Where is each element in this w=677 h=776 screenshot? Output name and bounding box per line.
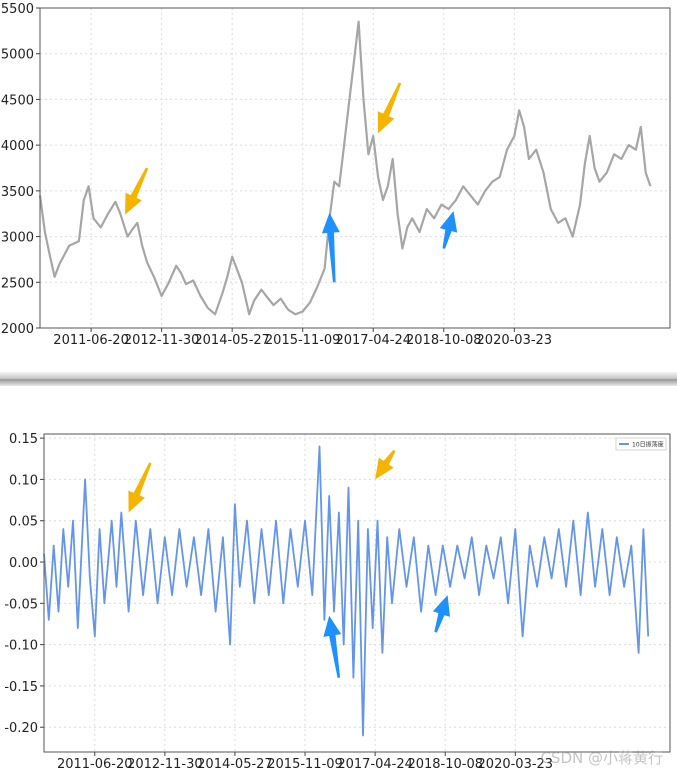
y-tick-label: 5000 (1, 48, 34, 63)
y-tick-label: 4500 (1, 93, 34, 108)
x-tick-label: 2020-03-23 (477, 333, 553, 348)
legend-box (615, 437, 667, 451)
y-tick-label: -0.15 (4, 680, 38, 695)
x-tick-label: 2018-10-08 (406, 333, 482, 348)
oscillation-chart: -0.20 -0.15 -0.10 -0.05 0.00 0.05 0.10 0.15 2011… (4, 432, 671, 772)
x-tick-label: 2014-05-27 (194, 333, 270, 348)
x-tick-label: 2012-11-30 (124, 333, 200, 348)
orange-arrow-annotation (375, 449, 396, 480)
y-tick-label: 2000 (1, 322, 34, 337)
price-chart: 2000 2500 3000 3500 4000 4500 5000 5500 2011-06-… (1, 2, 671, 348)
plot-frame (43, 433, 671, 753)
blue-arrow-annotation (323, 615, 342, 678)
y-tick-label: -0.20 (4, 721, 38, 736)
grid (44, 434, 670, 752)
y-tick-label: 0.00 (9, 556, 38, 571)
series-line-0 (43, 445, 650, 737)
blue-arrow-annotation (439, 211, 458, 249)
x-tick-label: 2020-03-23 (478, 757, 554, 772)
x-tick-label: 2015-11-09 (267, 757, 343, 772)
series-line-0 (38, 20, 652, 316)
blue-arrow-annotation (432, 595, 450, 633)
panel-divider (0, 372, 677, 386)
orange-arrow-annotation (377, 82, 402, 134)
y-tick-label: 0.05 (9, 515, 38, 530)
blue-arrow-annotation (321, 212, 340, 283)
x-tick-label: 2011-06-20 (57, 757, 133, 772)
legend-label: 10日振荡度 (632, 441, 664, 449)
orange-arrow-annotation (125, 167, 149, 215)
plot-frame (39, 7, 671, 329)
legend: 10日振荡度 (615, 437, 667, 451)
x-tick-label: 2014-05-27 (197, 757, 273, 772)
y-tick-label: 2500 (1, 276, 34, 291)
x-tick-label: 2017-04-24 (335, 333, 411, 348)
orange-arrow-annotation (128, 462, 152, 513)
y-tick-label: 0.10 (9, 473, 38, 488)
x-tick-label: 2018-10-08 (407, 757, 483, 772)
y-tick-label: 4000 (1, 139, 34, 154)
y-tick-label: -0.05 (4, 597, 38, 612)
y-tick-label: 3000 (1, 231, 34, 246)
x-tick-label: 2011-06-20 (53, 333, 129, 348)
y-tick-label: -0.10 (4, 639, 38, 654)
x-tick-label: 2017-04-24 (337, 757, 413, 772)
y-tick-label: 0.15 (9, 432, 38, 447)
y-tick-label: 5500 (1, 2, 34, 17)
x-tick-label: 2012-11-30 (127, 757, 203, 772)
watermark: CSDN @小蒋黄行 (540, 749, 663, 767)
y-tick-label: 3500 (1, 185, 34, 200)
x-tick-label: 2015-11-09 (265, 333, 341, 348)
